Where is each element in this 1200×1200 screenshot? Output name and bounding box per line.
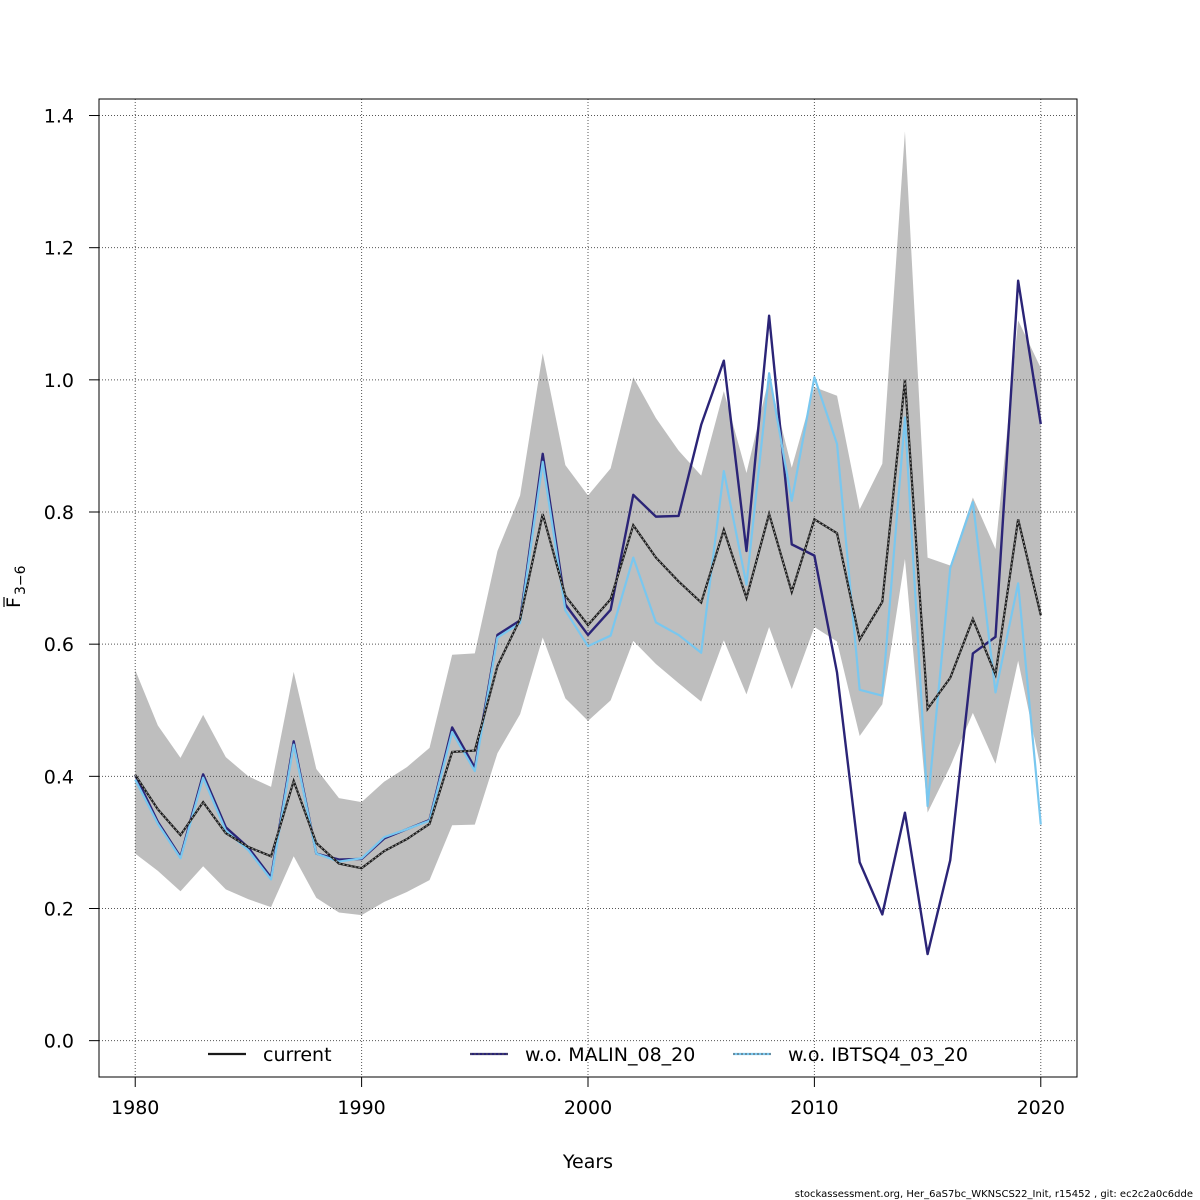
- y-tick-label: 0.8: [44, 502, 74, 524]
- legend-label-w-o-malin-08-20: w.o. MALIN_08_20: [525, 1044, 695, 1066]
- x-tick-label: 2000: [564, 1097, 612, 1119]
- series-layer: [134, 279, 1042, 956]
- x-tick-label: 1990: [337, 1097, 385, 1119]
- legend: current w.o. MALIN_08_20 w.o. IBTSQ4_03_20: [208, 1044, 968, 1066]
- confidence-band-layer: [135, 131, 1041, 916]
- series-line-current-dots: [134, 379, 1042, 869]
- grid-layer: [99, 99, 1077, 1077]
- y-tick-label: 1.4: [44, 106, 74, 128]
- y-tick-label: 1.0: [44, 370, 74, 392]
- y-axis-title: F 3−6: [3, 565, 29, 608]
- x-tick-label: 2010: [790, 1097, 838, 1119]
- y-tick-label: 0.0: [44, 1031, 74, 1053]
- y-axis-title-sub: 3−6: [13, 565, 29, 595]
- axis-layer: 1980 1990 2000 2010 2020 0.0 0.2 0.4 0.6 0.8 1.0 1.…: [44, 106, 1065, 1119]
- y-tick-label: 0.6: [44, 634, 74, 656]
- legend-label-current: current: [263, 1044, 332, 1066]
- x-tick-label: 1980: [111, 1097, 159, 1119]
- series-line-w-o-ibtsq4-03-20: [134, 372, 1042, 881]
- y-tick-label: 1.2: [44, 238, 74, 260]
- footer-text: stockassessment.org, Her_6aS7bc_WKNSCS22…: [795, 1189, 1193, 1200]
- confidence-band: [135, 131, 1041, 916]
- legend-label-w-o-ibtsq4-03-20: w.o. IBTSQ4_03_20: [788, 1044, 968, 1066]
- y-tick-label: 0.4: [44, 766, 74, 788]
- y-axis-title-main: F: [3, 597, 25, 608]
- x-tick-label: 2020: [1017, 1097, 1065, 1119]
- y-tick-label: 0.2: [44, 898, 74, 920]
- x-axis-title: Years: [562, 1151, 613, 1173]
